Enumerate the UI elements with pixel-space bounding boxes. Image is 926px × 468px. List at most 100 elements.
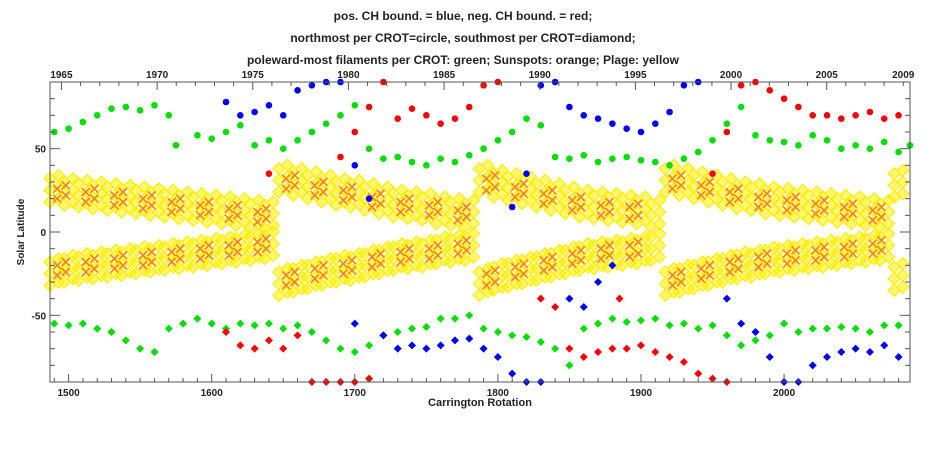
poleward-most-filaments-southmost-point [322, 336, 331, 345]
poleward-most-filaments-southmost-point [508, 331, 517, 340]
sunspotspoint [252, 207, 263, 217]
sunspotspoint [396, 247, 406, 257]
sunspotspoint [281, 280, 291, 290]
poleward-most-filaments-northmost-point [380, 155, 387, 162]
sunspotspoint [424, 200, 434, 210]
neg-ch-bound-southmost-point [250, 344, 259, 353]
pos-ch-bound-southmost-point [565, 294, 574, 303]
poleward-most-filaments-southmost-point [436, 314, 445, 323]
sunspotspoint [367, 202, 377, 212]
sunspotspoint [61, 180, 71, 190]
sunspotspoint [404, 194, 414, 204]
sunspotspoint [519, 189, 529, 199]
sunspotspoint [290, 170, 300, 180]
sunspotspoint [753, 192, 763, 202]
poleward-most-filaments-southmost-point [136, 344, 145, 353]
sunspotspoint [624, 240, 635, 250]
sunspotspoint [375, 259, 386, 269]
poleward-most-filaments-northmost-point [308, 128, 316, 136]
y-tick-label: -50 [32, 311, 47, 322]
pos-ch-bound-southmost-point [350, 319, 359, 328]
sunspotspoint [118, 187, 128, 197]
poleward-most-filaments-northmost-point [322, 120, 330, 127]
sunspotspoint [347, 265, 357, 275]
pos-ch-bound-northmost-point [523, 170, 530, 177]
poleward-most-filaments-northmost-point [594, 158, 602, 166]
title-line-1: pos. CH bound. = blue, neg. CH bound. = … [334, 9, 593, 23]
sunspotspoint [810, 245, 821, 255]
plagepoint [652, 250, 667, 264]
sunspotspoint [290, 267, 300, 277]
sunspotspoint [61, 267, 71, 277]
sunspotspoint [782, 249, 792, 259]
sunspotspoint [89, 184, 99, 194]
top-year-label: 1980 [337, 70, 360, 81]
sunspotspoint [318, 177, 328, 187]
neg-ch-bound-northmost-point [895, 112, 902, 119]
sunspotspoint [453, 205, 463, 215]
poleward-most-filaments-southmost-point [479, 324, 488, 333]
poleward-most-filaments-southmost-point [751, 336, 760, 345]
sunspotspoint [138, 194, 148, 204]
neg-ch-bound-northmost-point [265, 170, 273, 177]
poleward-most-filaments-southmost-point [408, 324, 417, 333]
sunspotspoint [318, 270, 328, 280]
poleward-most-filaments-southmost-point [594, 319, 603, 328]
pos-ch-bound-southmost-point [865, 348, 874, 356]
poleward-most-filaments-northmost-point [508, 128, 516, 136]
poleward-most-filaments-northmost-point [279, 145, 287, 152]
sunspotspoint [696, 274, 706, 284]
pos-ch-bound-northmost-point [308, 82, 316, 89]
poleward-most-filaments-northmost-point [766, 137, 774, 144]
poleward-most-filaments-northmost-point [737, 103, 745, 111]
sunspotspoint [338, 269, 348, 279]
poleward-most-filaments-southmost-point [207, 319, 216, 328]
poleward-most-filaments-northmost-point [337, 112, 344, 119]
sunspotspoint [539, 265, 549, 275]
poleward-most-filaments-southmost-point [465, 311, 474, 320]
neg-ch-bound-northmost-point [365, 103, 373, 111]
sunspotspoint [167, 247, 177, 257]
neg-ch-bound-southmost-point [222, 328, 231, 336]
sunspotspoint [481, 280, 492, 290]
pos-ch-bound-northmost-point [666, 108, 673, 116]
sunspotspoint [547, 195, 557, 205]
neg-ch-bound-southmost-point [665, 353, 674, 361]
poleward-most-filaments-southmost-point [651, 314, 660, 323]
sunspotspoint [519, 259, 529, 269]
poleward-most-filaments-southmost-point [851, 324, 860, 333]
sunspotspoint [252, 237, 263, 247]
poleward-most-filaments-southmost-point [193, 314, 202, 323]
sunspotspoint [89, 264, 99, 274]
poleward-most-filaments-southmost-point [694, 324, 703, 333]
sunspotspoint [252, 217, 263, 227]
sunspotspoint [510, 192, 520, 202]
neg-ch-bound-northmost-point [809, 112, 816, 119]
neg-ch-bound-southmost-point [279, 344, 288, 353]
sunspotspoint [753, 202, 763, 212]
sunspotspoint [868, 215, 878, 225]
sunspotspoint [404, 254, 414, 264]
sunspotspoint [147, 200, 157, 210]
pos-ch-bound-northmost-point [637, 128, 645, 136]
x-tick-label: 1700 [344, 388, 367, 399]
sunspotspoint [195, 210, 205, 220]
poleward-most-filaments-southmost-point [50, 319, 59, 328]
neg-ch-bound-southmost-point [551, 303, 560, 311]
sunspotspoint [596, 200, 606, 210]
sunspotspoint [490, 265, 500, 275]
sunspotspoint [61, 257, 71, 267]
sunspotspoint [762, 189, 772, 199]
sunspotspoint [848, 239, 858, 249]
sunspotspoint [876, 212, 886, 222]
sunspotspoint [604, 240, 615, 250]
x-tick-label: 1500 [57, 388, 80, 399]
sunspotspoint [810, 209, 821, 219]
sunspotspoint [576, 202, 586, 212]
sunspotspoint [224, 250, 234, 260]
sunspotspoint [547, 262, 557, 272]
neg-ch-bound-northmost-point [723, 128, 731, 136]
sunspotspoint [848, 209, 858, 219]
sunspotspoint [839, 212, 849, 222]
poleward-most-filaments-northmost-point [108, 105, 115, 112]
